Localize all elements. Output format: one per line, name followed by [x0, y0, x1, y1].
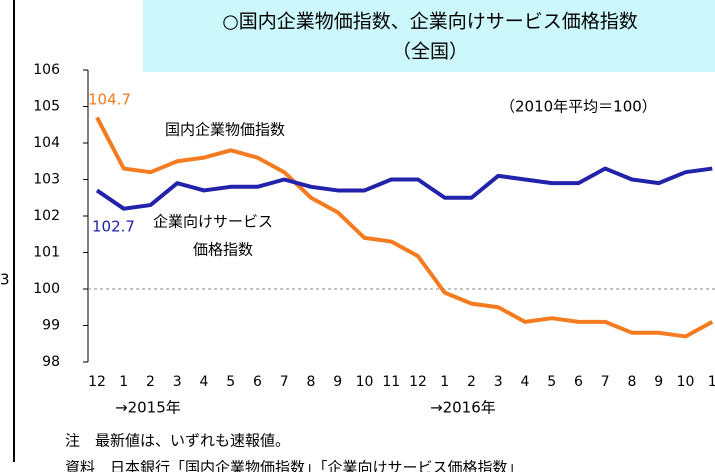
x-tick-label: 4	[200, 374, 209, 390]
x-tick-label: 2	[146, 374, 155, 390]
x-tick-label: 10	[677, 374, 695, 390]
x-tick-label: 4	[521, 374, 530, 390]
y-tick-label: 100	[33, 281, 60, 297]
series-line	[95, 166, 713, 211]
note: 注 最新値は、いずれも速報値。	[65, 432, 290, 450]
x-tick-label: 11	[382, 374, 400, 390]
x-tick-label: 9	[654, 374, 663, 390]
x-tick-label: 9	[333, 374, 342, 390]
chart-subtitle: （全国）	[392, 41, 468, 63]
annotation: 104.7	[88, 91, 131, 109]
annotation: →2015年	[115, 399, 181, 417]
x-tick-label: 6	[253, 374, 262, 390]
note: 資料 日本銀行「国内企業物価指数」「企業向けサービス価格指数」	[65, 459, 523, 472]
x-tick-label: 8	[307, 374, 316, 390]
y-tick-label: 103	[33, 172, 60, 188]
annotation: 企業向けサービス	[153, 213, 273, 231]
y-tick-label: 99	[42, 318, 60, 334]
x-tick-label: 12	[88, 374, 106, 390]
x-tick-label: 1	[440, 374, 449, 390]
chart-title: ○国内企業物価指数、企業向けサービス価格指数	[222, 11, 638, 33]
annotation: （2010年平均＝100）	[500, 98, 657, 116]
x-tick-label: 7	[280, 374, 289, 390]
x-tick-label: 5	[226, 374, 235, 390]
x-tick-label: 6	[574, 374, 583, 390]
y-tick-label: 105	[33, 99, 60, 115]
x-tick-label: 8	[628, 374, 637, 390]
y-tick-label: 106	[33, 62, 60, 78]
y-tick-label: 104	[33, 135, 60, 151]
x-tick-label: 1	[708, 374, 715, 390]
y-tick-label: 98	[42, 354, 60, 370]
x-tick-label: 3	[173, 374, 182, 390]
x-tick-label: 12	[409, 374, 427, 390]
y-tick-label: 102	[33, 208, 60, 224]
x-tick-label: 3	[494, 374, 503, 390]
annotation: →2016年	[430, 399, 496, 417]
x-tick-label: 7	[601, 374, 610, 390]
annotation: 国内企業物価指数	[165, 121, 285, 139]
annotation: 102.7	[92, 218, 135, 236]
title-box	[143, 0, 715, 72]
x-tick-label: 10	[356, 374, 374, 390]
x-tick-label: 5	[547, 374, 556, 390]
annotation: 価格指数	[193, 241, 253, 259]
x-tick-label: 1	[119, 374, 128, 390]
y-tick-label: 101	[33, 245, 60, 261]
series-line	[95, 116, 714, 339]
annotation: 3	[0, 271, 10, 289]
x-tick-label: 2	[467, 374, 476, 390]
